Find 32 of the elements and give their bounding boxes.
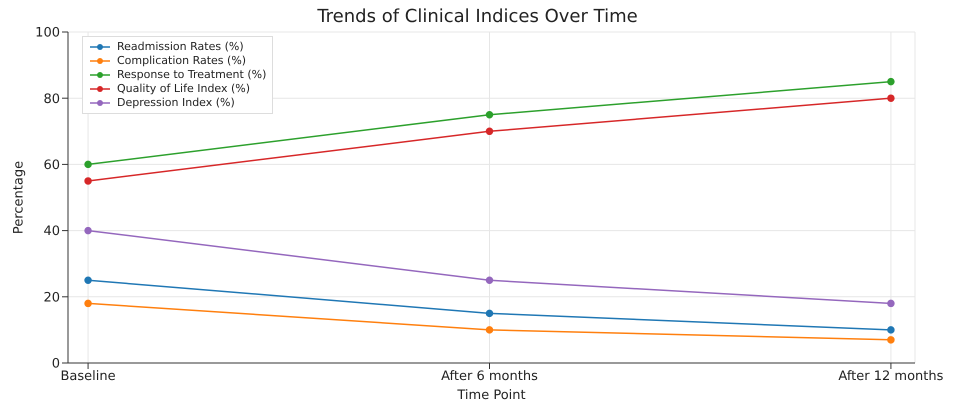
y-tick-label: 20 (43, 290, 60, 306)
y-tick-label: 0 (52, 356, 60, 372)
point (486, 326, 494, 334)
chart-title: Trends of Clinical Indices Over Time (316, 6, 639, 27)
legend-label: Depression Index (%) (117, 96, 235, 110)
x-tick-label: After 12 months (838, 369, 944, 384)
point (84, 226, 92, 234)
point (887, 300, 895, 308)
point (84, 300, 92, 308)
y-tick-label: 100 (35, 26, 60, 41)
legend-label: Complication Rates (%) (117, 54, 246, 68)
point (486, 128, 494, 136)
x-axis-title: Time Point (456, 388, 526, 403)
y-tick-label: 40 (43, 224, 60, 240)
point (887, 94, 895, 102)
x-tick-label: After 6 months (441, 369, 538, 384)
point (887, 326, 895, 334)
legend-label: Response to Treatment (%) (117, 68, 266, 82)
legend-label: Readmission Rates (%) (117, 40, 244, 54)
y-tick-label: 80 (43, 92, 60, 107)
point (84, 160, 92, 168)
point (84, 177, 92, 185)
y-tick-label: 60 (43, 158, 60, 174)
point (486, 310, 494, 318)
point (84, 276, 92, 284)
point (887, 336, 895, 344)
point (486, 111, 494, 118)
y-axis-title: Percentage (12, 160, 27, 234)
point (887, 78, 895, 86)
x-tick-label: Baseline (60, 369, 116, 384)
point (486, 276, 494, 284)
legend-label: Quality of Life Index (%) (117, 82, 250, 96)
